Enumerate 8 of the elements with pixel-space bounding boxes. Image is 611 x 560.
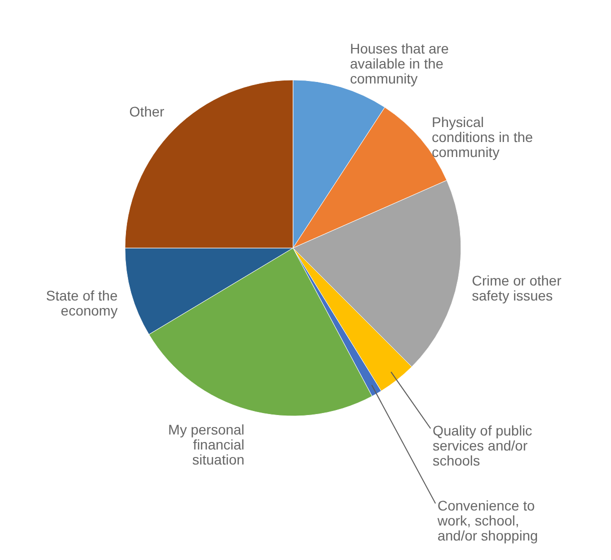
- slice-label: Physical conditions in the community: [432, 114, 534, 160]
- slice-label: Convenience to work, school, and/or shopping: [436, 497, 538, 544]
- slice-label: Crime or other safety issues: [472, 272, 562, 304]
- slice-label: Houses that are available in the community: [350, 40, 450, 86]
- slice-label: Quality of public services and/or schools: [432, 422, 532, 468]
- slice-label: My personal financial situation: [168, 421, 244, 468]
- slice-label: Other: [129, 103, 165, 120]
- slice-label: State of the economy: [46, 288, 118, 319]
